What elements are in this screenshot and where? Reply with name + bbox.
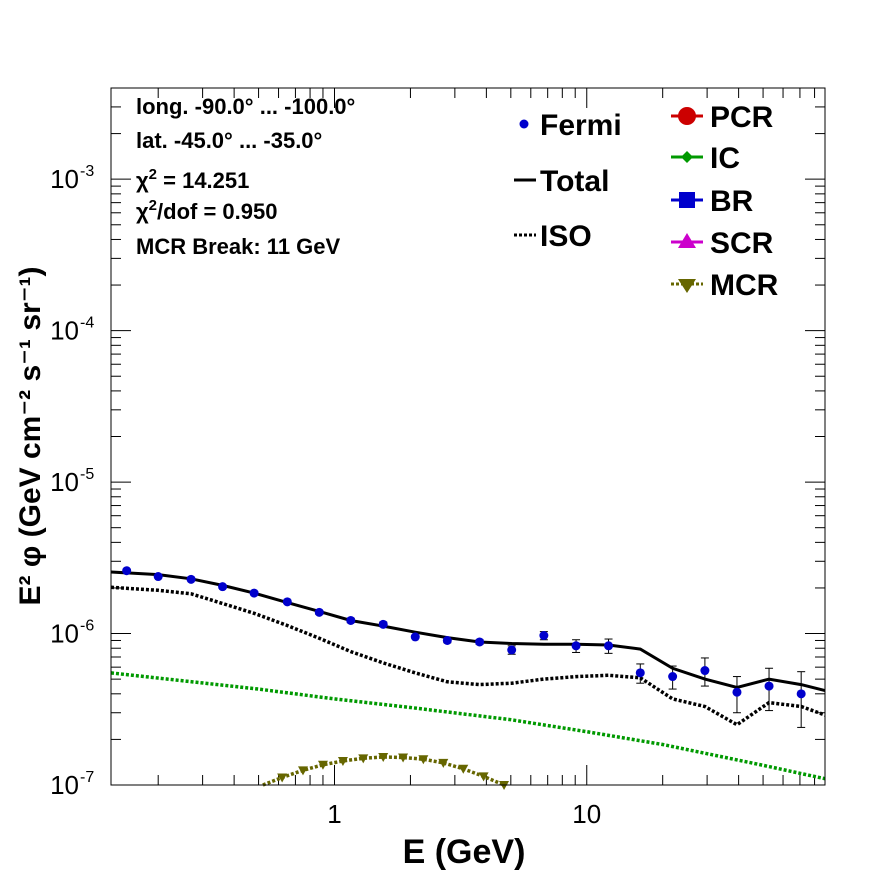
legend-pcr-marker	[678, 107, 696, 125]
legend-mcr-marker	[678, 279, 696, 293]
fermi-point	[346, 615, 356, 625]
x-tick-label: 10	[572, 799, 601, 829]
legend-fermi-marker	[519, 119, 529, 129]
fermi-point	[700, 666, 710, 676]
y-tick-label: 10	[50, 770, 79, 800]
y-tick-label: 10	[50, 467, 79, 497]
legend-right: PCR IC BR SCR MCR	[671, 101, 779, 302]
series-mcr-marker	[337, 757, 348, 767]
chi2dof-value: /dof = 0.950	[157, 199, 277, 224]
y-tick-label: 10	[50, 164, 79, 194]
chi2dof-sup: 2	[149, 197, 157, 214]
fermi-point	[604, 641, 614, 651]
series-iso-line	[110, 585, 826, 727]
fermi-point	[410, 632, 420, 642]
legend-scr-label: SCR	[710, 227, 774, 260]
legend-fermi-label: Fermi	[540, 109, 622, 142]
fermi-point	[282, 597, 292, 607]
series-mcr-marker	[358, 754, 369, 764]
chi2dof-symbol: χ	[136, 199, 149, 224]
plot-points	[122, 566, 806, 790]
fermi-point	[571, 641, 581, 651]
legend-ic-label: IC	[710, 142, 740, 175]
fermi-point	[218, 582, 228, 592]
y-tick-exponent: -5	[80, 466, 94, 483]
axis-ticks	[111, 87, 825, 786]
y-tick-label: 10	[50, 316, 79, 346]
legend-ic-marker	[681, 151, 693, 163]
fermi-point	[668, 672, 678, 682]
y-tick-exponent: -7	[80, 769, 94, 786]
fermi-point	[732, 687, 742, 697]
legend-mcr-label: MCR	[710, 269, 779, 302]
series-mcr-marker	[277, 773, 288, 783]
legend-total-label: Total	[540, 165, 609, 198]
fermi-point	[378, 619, 388, 629]
info-break: MCR Break: 11 GeV	[136, 234, 341, 259]
fermi-point	[442, 635, 452, 645]
y-tick-exponent: -3	[80, 163, 94, 180]
series-mcr-marker	[438, 758, 449, 768]
info-chi2dof: χ2/dof = 0.950	[136, 197, 277, 224]
series-mcr-marker	[317, 760, 328, 770]
fermi-point	[507, 645, 517, 655]
legend-br-marker	[679, 192, 695, 208]
series-mcr-marker	[398, 753, 409, 763]
fermi-point	[314, 607, 324, 617]
series-mcr-marker	[478, 772, 489, 782]
y-tick-exponent: -4	[80, 315, 94, 332]
fermi-point	[186, 574, 196, 584]
fermi-point	[635, 668, 645, 678]
chi2-value: = 14.251	[157, 168, 249, 193]
fermi-point	[475, 637, 485, 647]
info-block: long. -90.0° ... -100.0° lat. -45.0° ...…	[136, 94, 355, 259]
series-mcr-marker	[378, 753, 389, 763]
fermi-point	[764, 681, 774, 691]
info-latitude: lat. -45.0° ... -35.0°	[136, 128, 322, 153]
x-axis-label: E (GeV)	[403, 833, 526, 871]
legend-br-label: BR	[710, 185, 754, 218]
fermi-point	[249, 588, 259, 598]
fermi-point	[153, 572, 163, 582]
fermi-point	[796, 689, 806, 699]
y-tick-label: 10	[50, 619, 79, 649]
series-mcr-marker	[297, 766, 308, 776]
chi2-sup: 2	[149, 166, 157, 183]
plot-frame	[110, 87, 826, 786]
series-mcr-marker	[458, 764, 469, 774]
info-chi2: χ2 = 14.251	[136, 166, 249, 193]
legend-iso-label: ISO	[540, 220, 592, 253]
legend-pcr-label: PCR	[710, 101, 774, 134]
fermi-point	[122, 566, 132, 576]
series-ic-line	[110, 671, 826, 781]
legend-scr-marker	[678, 233, 696, 248]
series-mcr-marker	[418, 755, 429, 765]
x-tick-label: 1	[327, 799, 341, 829]
fermi-point	[539, 631, 549, 641]
y-tick-exponent: -6	[80, 618, 94, 635]
info-longitude: long. -90.0° ... -100.0°	[136, 94, 355, 119]
chi2-symbol: χ	[136, 168, 149, 193]
y-axis-label: E² φ (GeV cm⁻² s⁻¹ sr⁻¹)	[14, 266, 47, 605]
legend-left: Fermi Total ISO	[514, 109, 622, 253]
